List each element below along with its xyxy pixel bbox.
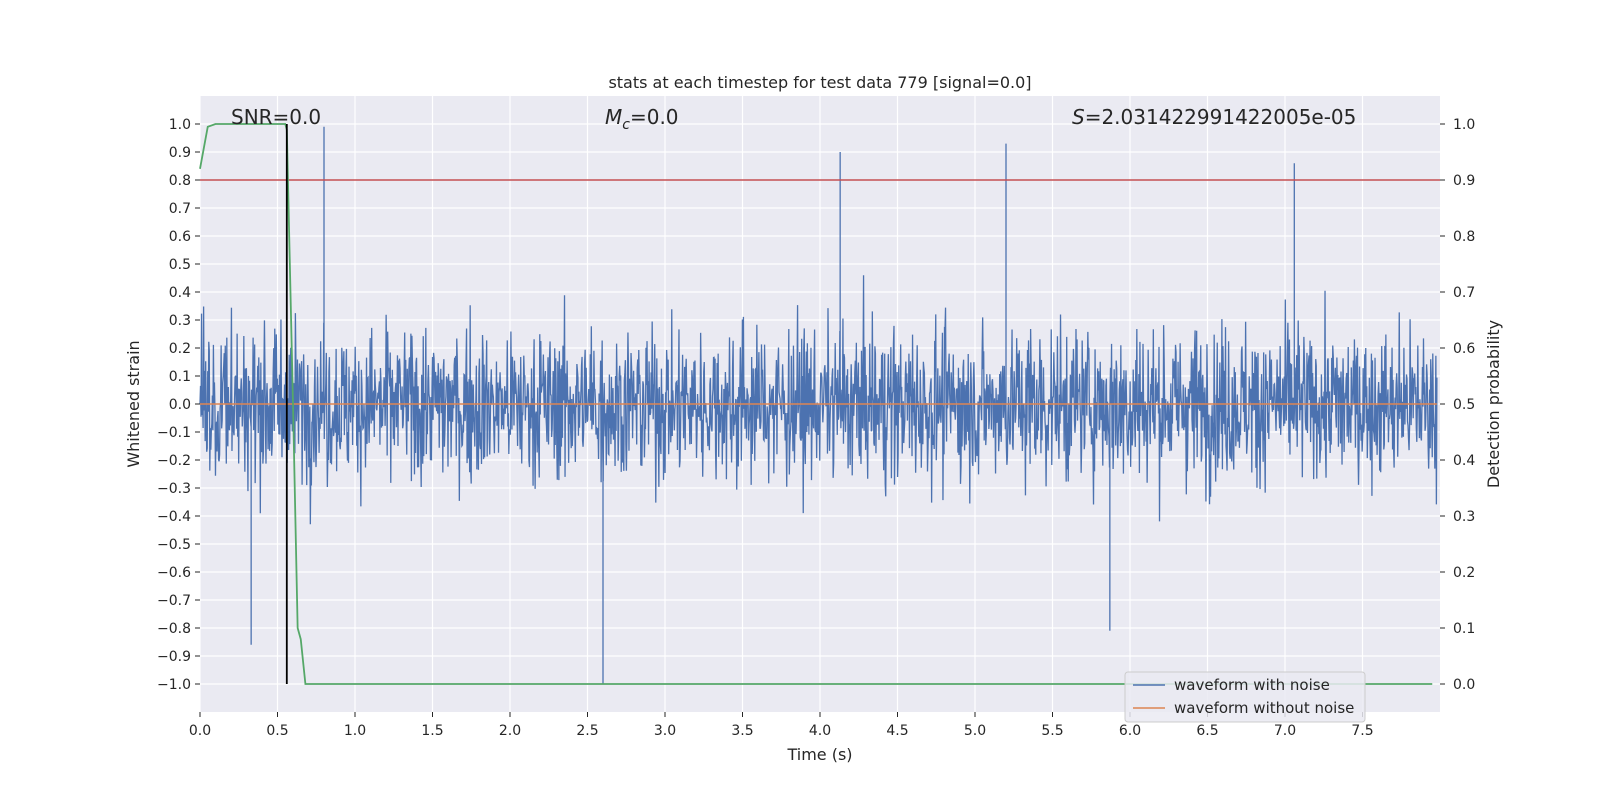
y-tick-label: −0.1	[157, 425, 191, 441]
y-right-tick-label: 0.1	[1453, 621, 1475, 637]
y-right-tick-label: 0.2	[1453, 565, 1475, 581]
annotation-s: S=2.031422991422005e-05	[1072, 105, 1356, 129]
y-tick-label: 1.0	[169, 117, 191, 133]
x-tick-label: 4.0	[809, 723, 831, 739]
y-tick-label: 0.3	[169, 313, 191, 329]
y-right-tick-label: 0.8	[1453, 229, 1475, 245]
series-detection-probability	[199, 123, 1433, 685]
x-tick-label: 2.5	[576, 723, 598, 739]
annotation-mc-value: =0.0	[630, 105, 679, 129]
annotation-s-symbol: S	[1072, 105, 1085, 129]
annotation-s-value: =2.031422991422005e-05	[1085, 105, 1357, 129]
x-tick-label: 3.5	[731, 723, 753, 739]
x-tick-label: 1.0	[344, 723, 366, 739]
y-tick-label: −1.0	[157, 677, 191, 693]
annotation-mc-subscript: c	[622, 117, 630, 133]
y-tick-label: 0.2	[169, 341, 191, 357]
x-tick-label: 1.5	[421, 723, 443, 739]
y-tick-label: −0.4	[157, 509, 191, 525]
y-tick-label: −0.2	[157, 453, 191, 469]
series-waveform-with-noise	[199, 126, 1438, 684]
y-tick-label: 0.4	[169, 285, 191, 301]
y-tick-label: −0.7	[157, 593, 191, 609]
y-tick-label: 0.6	[169, 229, 191, 245]
x-tick-label: 0.5	[266, 723, 288, 739]
y-tick-label: −0.9	[157, 649, 191, 665]
y-tick-label: −0.5	[157, 537, 191, 553]
legend-box	[1124, 671, 1366, 723]
x-axis-ticks: 0.0 0.5 1.0 1.5 2.0 2.5 3.0 3.5 4.0 4.5 5.0 5.5 6.0 6…	[189, 712, 1374, 739]
y-tick-label: 0.1	[169, 369, 191, 385]
y-tick-label: −0.3	[157, 481, 191, 497]
x-tick-label: 6.0	[1119, 723, 1141, 739]
x-tick-label: 0.0	[189, 723, 211, 739]
y-tick-label: 0.0	[169, 397, 191, 413]
x-tick-label: 5.0	[964, 723, 986, 739]
y-tick-label: 0.8	[169, 173, 191, 189]
waveform-with-noise-line	[199, 126, 1438, 684]
y-right-tick-label: 0.4	[1453, 453, 1475, 469]
y-right-tick-label: 0.0	[1453, 677, 1475, 693]
y-right-tick-label: 0.9	[1453, 173, 1475, 189]
y-tick-label: 0.7	[169, 201, 191, 217]
detection-probability-line	[199, 123, 1433, 685]
y-tick-label: 0.9	[169, 145, 191, 161]
y-right-tick-label: 0.7	[1453, 285, 1475, 301]
x-tick-label: 7.5	[1351, 723, 1373, 739]
y-right-tick-label: 0.3	[1453, 509, 1475, 525]
y-axis-ticks: 1.0 0.9 0.8 0.7 0.6 0.5 0.4 0.3 0.2 0.1 0.0 −0.1 −0.…	[157, 117, 200, 693]
legend: waveform with noise waveform without noi…	[1124, 671, 1366, 723]
y-axis-label: Whitened strain	[124, 340, 143, 467]
x-axis-label: Time (s)	[786, 745, 852, 764]
y-tick-label: −0.8	[157, 621, 191, 637]
legend-label-noise: waveform with noise	[1174, 676, 1330, 694]
x-tick-label: 4.5	[886, 723, 908, 739]
annotation-snr: SNR=0.0	[231, 105, 321, 129]
x-tick-label: 7.0	[1274, 723, 1296, 739]
chart-title: stats at each timestep for test data 779…	[608, 73, 1031, 92]
y-right-tick-label: 0.5	[1453, 397, 1475, 413]
annotation-mc: Mc=0.0	[605, 105, 679, 133]
x-tick-label: 2.0	[499, 723, 521, 739]
x-tick-label: 3.0	[654, 723, 676, 739]
legend-label-clean: waveform without noise	[1174, 699, 1354, 717]
y-right-axis-ticks: 1.0 0.9 0.8 0.7 0.6 0.5 0.4 0.3 0.2 0.1 0.0	[1440, 117, 1475, 693]
annotation-mc-symbol: M	[605, 105, 622, 129]
y-right-tick-label: 1.0	[1453, 117, 1475, 133]
x-tick-label: 5.5	[1041, 723, 1063, 739]
y-tick-label: 0.5	[169, 257, 191, 273]
y-tick-label: −0.6	[157, 565, 191, 581]
x-tick-label: 6.5	[1196, 723, 1218, 739]
y-right-axis-label: Detection probability	[1484, 320, 1503, 488]
y-right-tick-label: 0.6	[1453, 341, 1475, 357]
